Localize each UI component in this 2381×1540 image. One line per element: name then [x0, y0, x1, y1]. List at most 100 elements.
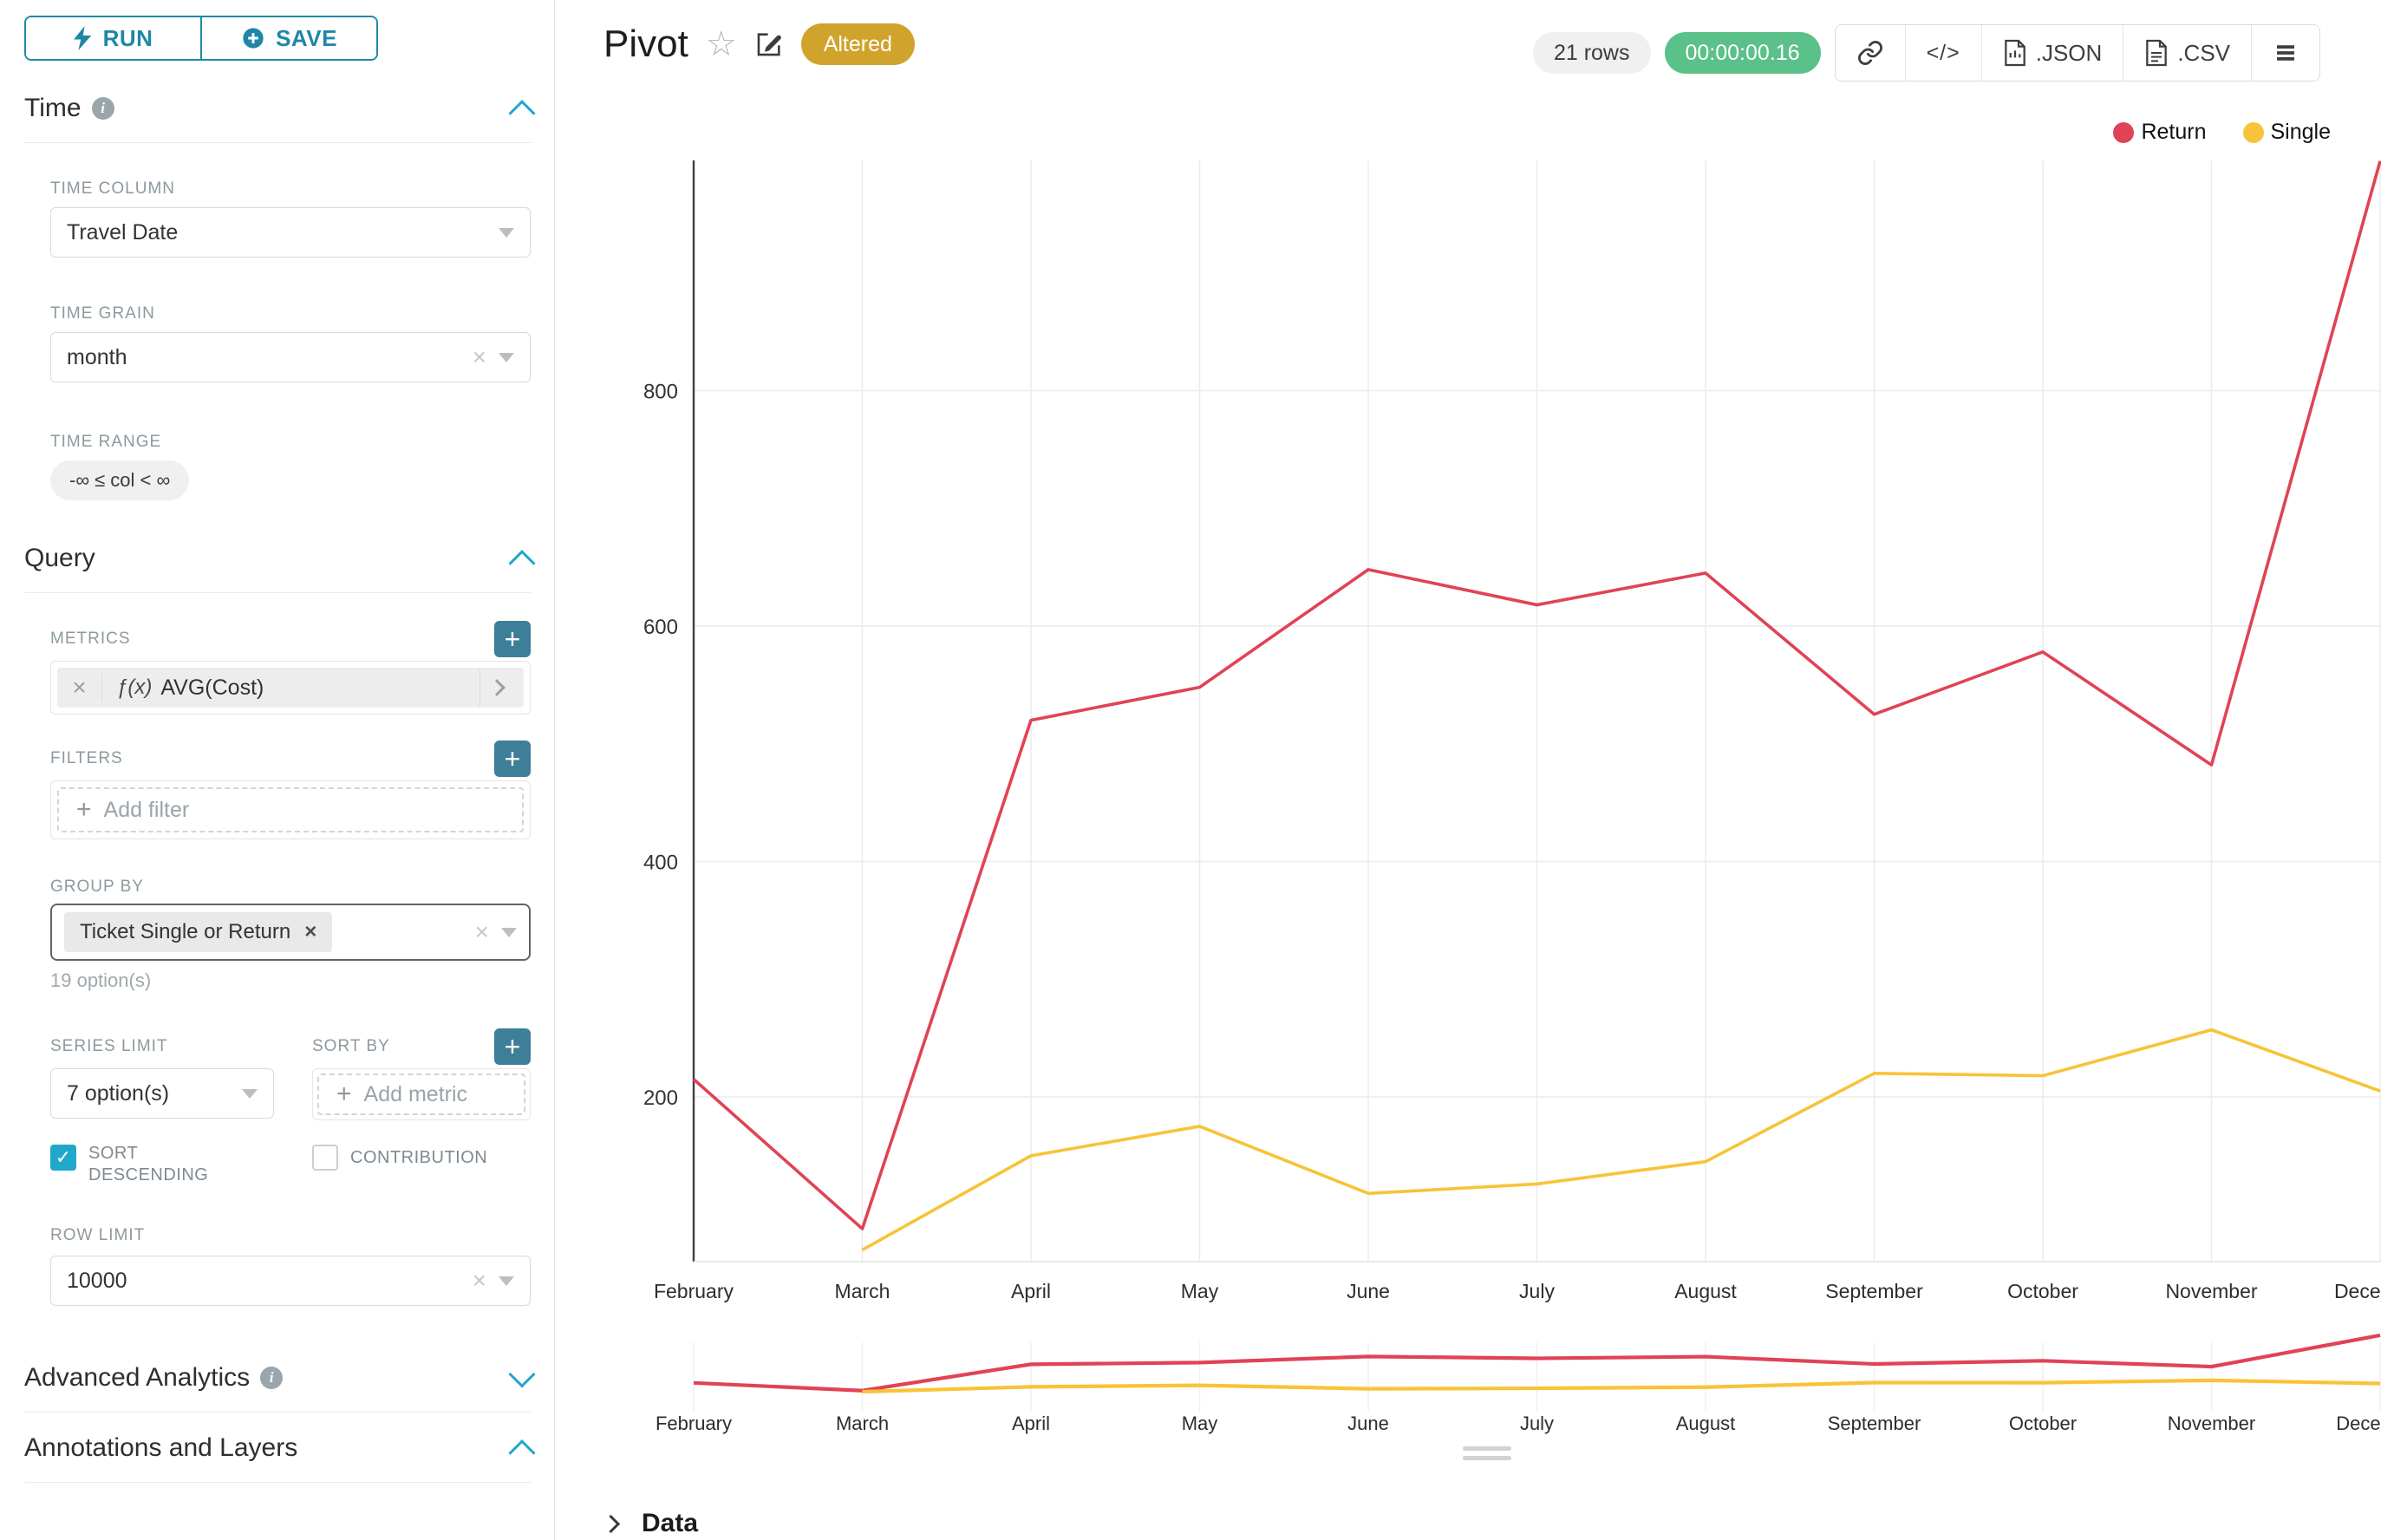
group-by-select[interactable]: Ticket Single or Return × ×	[50, 904, 531, 961]
add-filter-dropzone[interactable]: + Add filter	[57, 787, 524, 832]
link-icon	[1857, 41, 1882, 65]
chevron-down-icon[interactable]	[508, 1361, 536, 1388]
row-limit-label: ROW LIMIT	[50, 1226, 146, 1244]
caret-down-icon	[242, 1088, 258, 1099]
mini-series-line-single	[862, 1378, 2381, 1394]
time-range-pill[interactable]: -∞ ≤ col < ∞	[50, 460, 190, 500]
chevron-right-icon	[488, 679, 506, 696]
datazoom-drag-handle[interactable]	[1463, 1446, 1511, 1465]
control-panel-sidebar: RUN SAVE Time i TIME COLUMN Travel Date	[0, 0, 555, 1540]
time-section-title: Time	[24, 94, 82, 122]
data-section-label: Data	[642, 1509, 699, 1537]
legend-item-return[interactable]: Return	[2113, 120, 2207, 145]
add-metric-plus-button[interactable]: +	[494, 621, 531, 657]
clear-icon[interactable]: ×	[474, 918, 489, 945]
mini-x-axis-tick-label: February	[656, 1413, 732, 1434]
line-chart[interactable]: 200 400 600 800 February February March March Ap…	[556, 113, 2381, 1465]
metric-label: AVG(Cost)	[160, 675, 264, 700]
drag-bar	[1463, 1456, 1511, 1460]
chevron-up-icon[interactable]	[508, 1439, 536, 1467]
plus-icon: +	[76, 795, 92, 824]
chart-panel: Pivot ☆ Altered 21 rows 00:00:00.16 </>	[556, 0, 2381, 1540]
sort-by-label: SORT BY	[312, 1037, 390, 1055]
info-icon: i	[260, 1367, 284, 1389]
checkbox-unchecked-icon	[312, 1145, 338, 1171]
save-button-label: SAVE	[276, 24, 337, 51]
single-legend-label: Single	[2270, 120, 2332, 144]
run-button[interactable]: RUN	[26, 17, 200, 59]
export-json-button[interactable]: .JSON	[1980, 25, 2123, 81]
x-axis-tick-label: October	[2007, 1280, 2078, 1302]
mini-series-line-return	[693, 1333, 2381, 1393]
run-save-button-group: RUN SAVE	[24, 16, 378, 61]
row-limit-select[interactable]: 10000 ×	[50, 1256, 531, 1306]
add-sort-metric-dropzone[interactable]: + Add metric	[317, 1073, 525, 1115]
export-csv-button[interactable]: .CSV	[2123, 25, 2251, 81]
annotations-section-header[interactable]: Annotations and Layers	[24, 1433, 536, 1483]
x-axis-tick-label: February	[654, 1280, 734, 1302]
add-sort-metric-plus-button[interactable]: +	[494, 1028, 531, 1065]
sort-by-box: + Add metric	[312, 1068, 531, 1120]
save-button[interactable]: SAVE	[200, 17, 376, 59]
metric-expand-segment[interactable]	[479, 668, 524, 708]
add-filter-label: Add filter	[103, 797, 190, 822]
advanced-analytics-section-header[interactable]: Advanced Analytics i	[24, 1361, 536, 1413]
contribution-checkbox[interactable]: CONTRIBUTION	[312, 1143, 531, 1171]
altered-badge[interactable]: Altered	[800, 23, 915, 65]
drag-bar	[1463, 1446, 1511, 1451]
add-filter-plus-button[interactable]: +	[494, 741, 531, 777]
add-metric-label: Add metric	[363, 1081, 468, 1106]
query-section-header[interactable]: Query	[24, 544, 536, 593]
group-by-label: GROUP BY	[50, 878, 144, 896]
chevron-up-icon[interactable]	[508, 100, 536, 127]
filters-box: + Add filter	[50, 780, 531, 839]
series-line-return	[692, 160, 2381, 1230]
group-by-options-hint: 19 option(s)	[50, 969, 152, 991]
row-count-badge: 21 rows	[1532, 32, 1651, 74]
time-section-header[interactable]: Time i	[24, 94, 536, 143]
sort-descending-checkbox[interactable]: ✓ SORT DESCENDING	[50, 1143, 274, 1186]
contribution-label: CONTRIBUTION	[350, 1148, 488, 1167]
series-limit-select[interactable]: 7 option(s)	[50, 1068, 274, 1119]
x-axis-tick-label: April	[1011, 1280, 1051, 1302]
chart-legend: Return Single	[2113, 120, 2331, 145]
query-timer-badge: 00:00:00.16	[1664, 32, 1821, 74]
metric-item[interactable]: × ƒ(x) AVG(Cost)	[57, 668, 524, 708]
x-axis-tick-label: November	[2165, 1280, 2257, 1302]
checkbox-checked-icon: ✓	[50, 1145, 76, 1171]
metrics-box: × ƒ(x) AVG(Cost)	[50, 661, 531, 715]
lightning-bolt-icon	[73, 26, 91, 50]
legend-item-single[interactable]: Single	[2242, 120, 2332, 145]
mini-x-axis-tick-label: April	[1012, 1413, 1050, 1434]
more-options-menu-button[interactable]	[2251, 25, 2319, 81]
favorite-star-icon[interactable]: ☆	[705, 25, 737, 63]
filters-label: FILTERS	[50, 749, 123, 767]
mini-x-axis-tick-label: March	[836, 1413, 889, 1434]
x-axis-tick-label: September	[1825, 1280, 1923, 1302]
time-column-select[interactable]: Travel Date	[50, 207, 531, 258]
copy-link-button[interactable]	[1835, 25, 1905, 81]
embed-code-button[interactable]: </>	[1904, 25, 1981, 81]
clear-icon[interactable]: ×	[472, 1267, 486, 1294]
y-axis-tick-label: 600	[643, 616, 678, 639]
x-axis-tick-label: July	[1519, 1280, 1555, 1302]
chevron-up-icon[interactable]	[508, 550, 536, 578]
chart-title-row: Pivot ☆ Altered	[603, 23, 915, 66]
remove-tag-icon[interactable]: ×	[304, 920, 317, 943]
mini-x-axis-tick-label: September	[1828, 1413, 1921, 1434]
page-title: Pivot	[603, 23, 688, 65]
advanced-analytics-title: Advanced Analytics	[24, 1363, 251, 1392]
time-grain-select[interactable]: month ×	[50, 332, 531, 382]
remove-metric-icon[interactable]: ×	[57, 674, 102, 701]
mini-x-axis-tick-label: May	[1182, 1413, 1218, 1434]
caret-down-icon	[501, 927, 517, 937]
x-axis-tick-label: June	[1347, 1280, 1390, 1302]
caret-down-icon	[499, 227, 514, 238]
clear-icon[interactable]: ×	[472, 343, 486, 370]
edit-pencil-icon[interactable]	[754, 29, 784, 59]
chart-header-actions: 21 rows 00:00:00.16 </>	[1532, 24, 2320, 82]
data-section-toggle[interactable]: Data	[601, 1509, 699, 1538]
row-limit-value: 10000	[67, 1268, 127, 1293]
query-section-title: Query	[24, 544, 95, 572]
group-by-tag[interactable]: Ticket Single or Return ×	[64, 912, 333, 952]
